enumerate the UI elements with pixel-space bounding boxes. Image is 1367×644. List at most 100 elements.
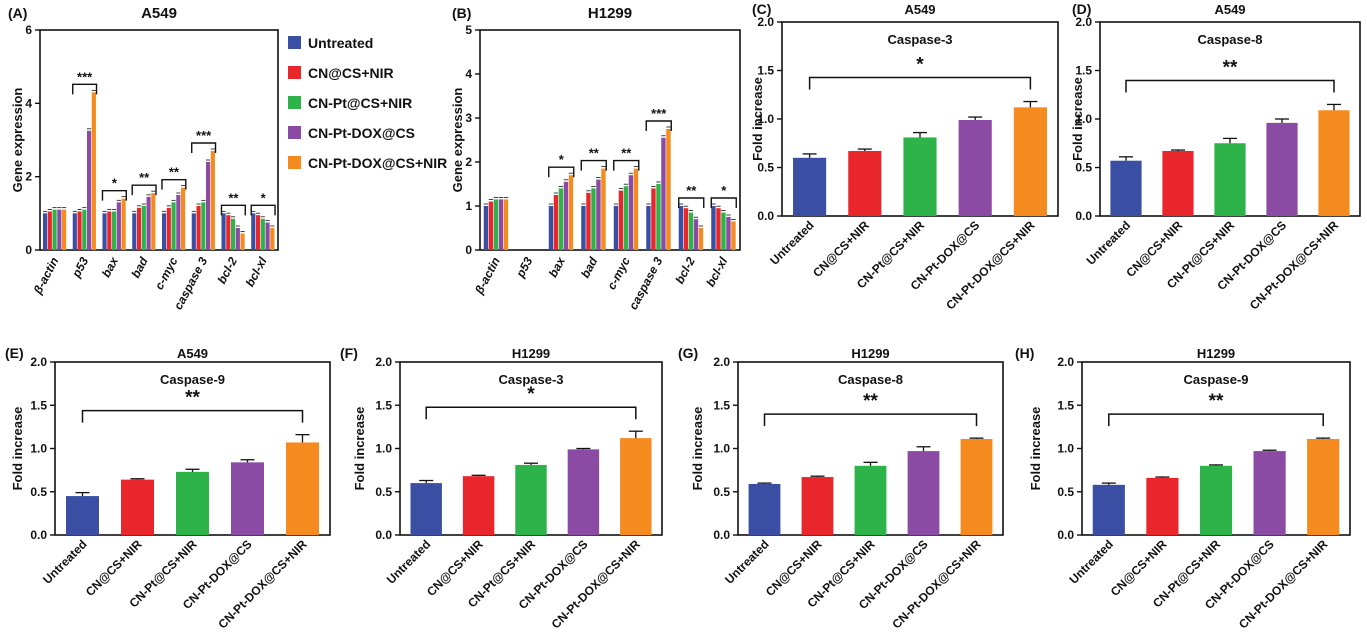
significance-label: * (527, 384, 535, 405)
significance-label: * (559, 152, 565, 167)
bar-CN-Pt-DOX@CS (265, 222, 270, 250)
y-tick-label: 1.0 (1075, 112, 1092, 126)
y-tick-label: 0.0 (375, 528, 392, 542)
y-tick-label: 1.5 (757, 64, 774, 78)
bar-CN-Pt@CS+NIR (230, 218, 236, 250)
significance-bracket (161, 178, 187, 190)
x-tick-label: c-myc (152, 255, 181, 292)
chart-3: (C) A549 Caspase-3 0.0 0.5 1.0 1.5 2.0 Fold incr… (750, 1, 1059, 313)
chart-8: (H) H1299 Caspase-9 0.0 0.5 1.0 1.5 2.0 Fold inc… (1015, 345, 1351, 632)
y-tick-label: 0.5 (1075, 161, 1092, 175)
x-tick-label: CN-Pt-DOX@CS+NIR (889, 537, 984, 632)
y-tick-label: 2 (25, 170, 32, 184)
significance-bracket (1125, 79, 1335, 93)
y-tick-label: 1.5 (375, 398, 392, 412)
y-tick-label: 2.0 (757, 15, 774, 29)
x-tick-label: β-actin (472, 255, 503, 297)
significance-label: ** (185, 388, 200, 409)
plot-frame (479, 29, 741, 251)
bar-CN-Pt-DOX@CS+NIR (62, 209, 67, 250)
bar-CN-Pt-DOX@CS (176, 195, 181, 250)
y-tick-label: 2.0 (1057, 355, 1074, 369)
bar-CN-Pt@CS+NIR (721, 212, 726, 250)
bar-CN-Pt@CS+NIR (558, 188, 564, 250)
bar-Untreated (42, 213, 48, 250)
significance-bracket (580, 159, 607, 171)
bar-CN-Pt-DOX@CS+NIR (960, 438, 993, 535)
y-axis-label: Gene expression (10, 88, 25, 193)
significance-label: ** (589, 146, 600, 161)
panel-label: (H) (1015, 345, 1034, 361)
bar-CN-Pt@CS+NIR (591, 188, 596, 250)
y-tick-label: 3 (465, 111, 472, 125)
bar-CN@CS+NIR (553, 195, 559, 250)
significance-label: ** (863, 391, 878, 412)
significance-label: ** (169, 165, 180, 180)
bar-CN@CS+NIR (801, 477, 834, 535)
bar-CN@CS+NIR (1162, 151, 1194, 216)
chart-4: (D) A549 Caspase-8 0.0 0.5 1.0 1.5 2.0 Fold incr… (1070, 1, 1361, 313)
significance-label: *** (651, 106, 667, 121)
bar-CN@CS+NIR (226, 215, 231, 250)
significance-label: * (261, 190, 267, 205)
y-axis-label: Fold increase (352, 407, 367, 491)
legend-label: Untreated (308, 35, 373, 51)
bar-CN@CS+NIR (196, 206, 201, 250)
legend-swatch (288, 36, 301, 49)
bar-CN-Pt-DOX@CS+NIR (1318, 110, 1350, 216)
bar-CN-Pt-DOX@CS+NIR (121, 198, 126, 250)
bar-Untreated (1092, 484, 1125, 535)
bar-CN@CS+NIR (121, 479, 154, 535)
x-tick-label: bad (128, 254, 151, 280)
x-tick-label: CN-Pt-DOX@CS+NIR (549, 537, 644, 632)
x-tick-label: p53 (513, 255, 536, 281)
bar-CN@CS+NIR (618, 190, 624, 250)
y-tick-label: 0.5 (713, 485, 730, 499)
y-axis-label: Gene expression (450, 88, 465, 193)
panel-label: (A) (8, 5, 27, 21)
bar-CN-Pt-DOX@CS (726, 217, 731, 250)
significance-bracket (191, 142, 217, 153)
bar-CN-Pt@CS+NIR (493, 199, 499, 250)
significance-bracket (72, 83, 98, 95)
bar-CN-Pt-DOX@CS (498, 199, 504, 250)
y-tick-label: 0.5 (1057, 485, 1074, 499)
bar-CN-Pt@CS+NIR (854, 465, 887, 535)
x-tick-label: CN-Pt-DOX@CS+NIR (1247, 218, 1342, 313)
y-tick-label: 1.0 (30, 442, 47, 456)
bar-CN-Pt-DOX@CS (563, 181, 569, 250)
significance-bracket (250, 204, 276, 216)
bar-Untreated (793, 157, 827, 216)
bar-CN@CS+NIR (77, 211, 82, 250)
x-tick-label: Untreated (40, 537, 90, 587)
y-tick-label: 5 (465, 23, 472, 37)
bar-CN-Pt-DOX@CS (693, 219, 699, 250)
bar-Untreated (66, 496, 99, 535)
bar-CN-Pt-DOX@CS+NIR (503, 199, 509, 250)
bar-CN@CS+NIR (462, 476, 495, 535)
y-tick-label: 1.0 (713, 442, 730, 456)
y-axis-label: Fold increase (10, 407, 25, 491)
x-tick-label: bcl-xl (703, 254, 730, 289)
bar-Untreated (1110, 160, 1142, 216)
y-tick-label: 0.5 (757, 161, 774, 175)
panel-label: (G) (678, 345, 698, 361)
significance-label: ** (1209, 391, 1224, 412)
x-tick-label: CN@CS+NIR (83, 537, 145, 599)
significance-bracket (678, 197, 705, 208)
bar-Untreated (102, 213, 107, 250)
y-tick-label: 2.0 (1075, 15, 1092, 29)
y-tick-label: 1.5 (1075, 64, 1092, 78)
legend-label: CN@CS+NIR (308, 65, 394, 81)
bar-Untreated (613, 206, 619, 250)
bar-CN-Pt-DOX@CS+NIR (151, 193, 156, 250)
bar-CN-Pt-DOX@CS (661, 137, 666, 250)
chart-6: (F) H1299 Caspase-3 0.0 0.5 1.0 1.5 2.0 Fold inc… (340, 345, 663, 632)
y-axis-label: Fold increase (750, 77, 765, 161)
x-tick-label: CN@CS+NIR (810, 218, 872, 280)
y-tick-label: 2.0 (375, 355, 392, 369)
y-tick-label: 2 (465, 155, 472, 169)
bar-CN-Pt@CS+NIR (515, 464, 547, 535)
x-tick-label: CN-Pt-DOX@CS+NIR (1236, 537, 1331, 632)
